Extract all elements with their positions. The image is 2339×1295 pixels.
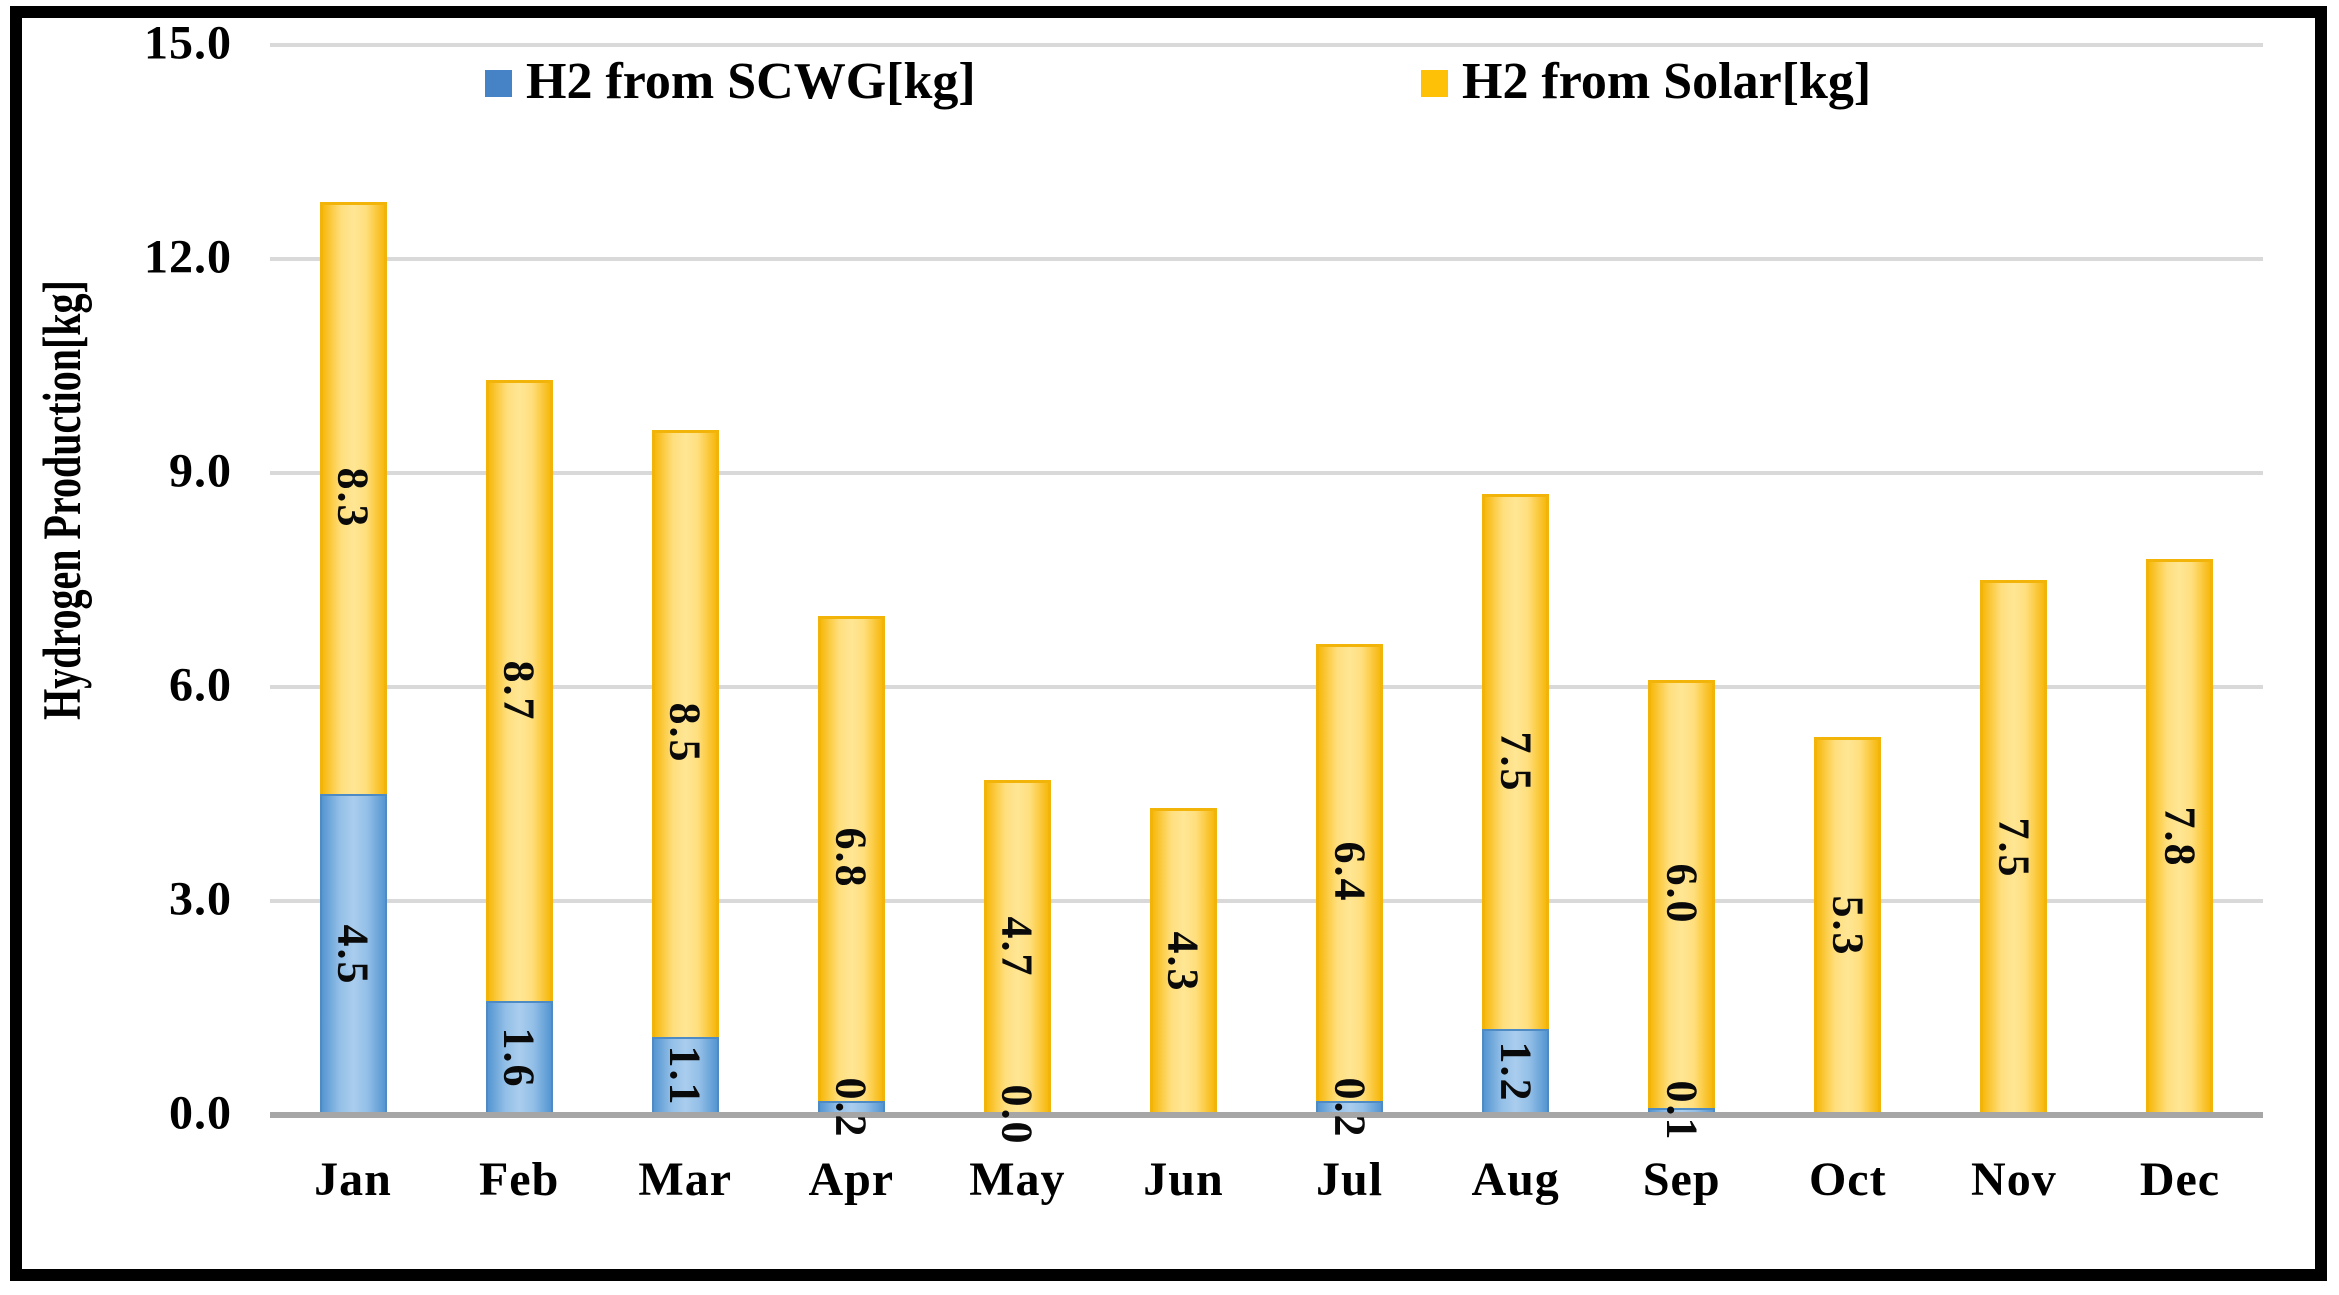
bar-feb-solar bbox=[485, 380, 553, 1001]
bar-may-solar bbox=[983, 779, 1051, 1115]
data-label-may-solar: 4.7 bbox=[992, 916, 1042, 978]
data-label-nov-solar: 7.5 bbox=[1989, 817, 2039, 878]
data-label-oct-solar: 5.3 bbox=[1823, 895, 1873, 957]
data-label-jun-solar: 4.3 bbox=[1158, 931, 1208, 993]
x-tick-oct: Oct bbox=[1808, 1153, 1887, 1206]
bar-mar-solar bbox=[651, 430, 719, 1037]
data-label-aug-scwg: 1.2 bbox=[1491, 1041, 1541, 1103]
legend-item-scwg[interactable]: H2 from SCWG[kg] bbox=[485, 52, 976, 111]
y-tick-0.0: 0.0 bbox=[169, 1086, 232, 1140]
gridline-3.0 bbox=[270, 899, 2263, 903]
x-tick-apr: Apr bbox=[808, 1153, 895, 1206]
y-tick-6.0: 6.0 bbox=[169, 658, 232, 712]
data-label-sep-scwg: 0.1 bbox=[1657, 1080, 1707, 1142]
data-label-apr-scwg: 0.2 bbox=[826, 1077, 876, 1139]
gridline-12.0 bbox=[270, 257, 2263, 261]
legend-label-scwg: H2 from SCWG[kg] bbox=[526, 53, 976, 110]
y-tick-3.0: 3.0 bbox=[169, 872, 232, 926]
y-tick-9.0: 9.0 bbox=[169, 444, 232, 498]
data-label-aug-solar: 7.5 bbox=[1491, 731, 1541, 793]
bar-mar-scwg bbox=[651, 1036, 719, 1115]
data-label-feb-solar: 8.7 bbox=[494, 660, 544, 722]
data-label-jul-scwg: 0.2 bbox=[1325, 1077, 1375, 1139]
x-tick-sep: Sep bbox=[1642, 1153, 1721, 1206]
legend-swatch-scwg-icon bbox=[485, 70, 512, 97]
x-axis-line bbox=[270, 1112, 2263, 1118]
legend-item-solar[interactable]: H2 from Solar[kg] bbox=[1421, 52, 1871, 111]
bar-jan-scwg bbox=[319, 794, 387, 1115]
data-label-may-scwg: 0.0 bbox=[992, 1084, 1042, 1146]
x-tick-may: May bbox=[969, 1153, 1066, 1206]
bar-apr-solar bbox=[817, 615, 885, 1101]
x-tick-jul: Jul bbox=[1316, 1153, 1384, 1206]
data-label-apr-solar: 6.8 bbox=[826, 827, 876, 889]
bar-feb-scwg bbox=[485, 1000, 553, 1115]
data-label-mar-scwg: 1.1 bbox=[660, 1045, 710, 1107]
bar-nov-solar bbox=[1980, 580, 2048, 1115]
bar-oct-solar bbox=[1814, 736, 1882, 1115]
data-label-sep-solar: 6.0 bbox=[1657, 863, 1707, 925]
data-label-jan-solar: 8.3 bbox=[328, 467, 378, 529]
x-tick-jan: Jan bbox=[314, 1153, 392, 1206]
bar-jul-solar bbox=[1316, 644, 1384, 1101]
bar-jan-solar bbox=[319, 201, 387, 794]
bar-aug-solar bbox=[1482, 494, 1550, 1030]
x-tick-mar: Mar bbox=[638, 1153, 732, 1206]
data-label-jul-solar: 6.4 bbox=[1325, 841, 1375, 903]
x-tick-aug: Aug bbox=[1471, 1153, 1560, 1206]
data-label-mar-solar: 8.5 bbox=[660, 702, 710, 764]
x-tick-jun: Jun bbox=[1143, 1153, 1224, 1206]
x-tick-nov: Nov bbox=[1971, 1153, 2057, 1206]
bar-jul-scwg bbox=[1316, 1100, 1384, 1115]
y-tick-15.0: 15.0 bbox=[144, 16, 232, 70]
bar-apr-scwg bbox=[817, 1100, 885, 1115]
bar-sep-scwg bbox=[1648, 1107, 1716, 1115]
y-tick-12.0: 12.0 bbox=[144, 230, 232, 284]
x-tick-dec: Dec bbox=[2139, 1153, 2221, 1206]
gridline-15.0 bbox=[270, 43, 2263, 47]
legend-label-solar: H2 from Solar[kg] bbox=[1462, 53, 1872, 110]
bar-aug-scwg bbox=[1482, 1029, 1550, 1115]
data-label-feb-scwg: 1.6 bbox=[494, 1027, 544, 1089]
bar-sep-solar bbox=[1648, 679, 1716, 1108]
gridline-6.0 bbox=[270, 685, 2263, 689]
data-label-dec-solar: 7.8 bbox=[2155, 806, 2205, 868]
bar-jun-solar bbox=[1149, 808, 1217, 1115]
bar-dec-solar bbox=[2146, 558, 2214, 1115]
legend-swatch-solar-icon bbox=[1421, 70, 1448, 97]
y-axis-title: Hydrogen Production[kg] bbox=[31, 280, 93, 720]
gridline-9.0 bbox=[270, 471, 2263, 475]
data-label-jan-scwg: 4.5 bbox=[328, 924, 378, 985]
x-tick-feb: Feb bbox=[478, 1153, 560, 1206]
